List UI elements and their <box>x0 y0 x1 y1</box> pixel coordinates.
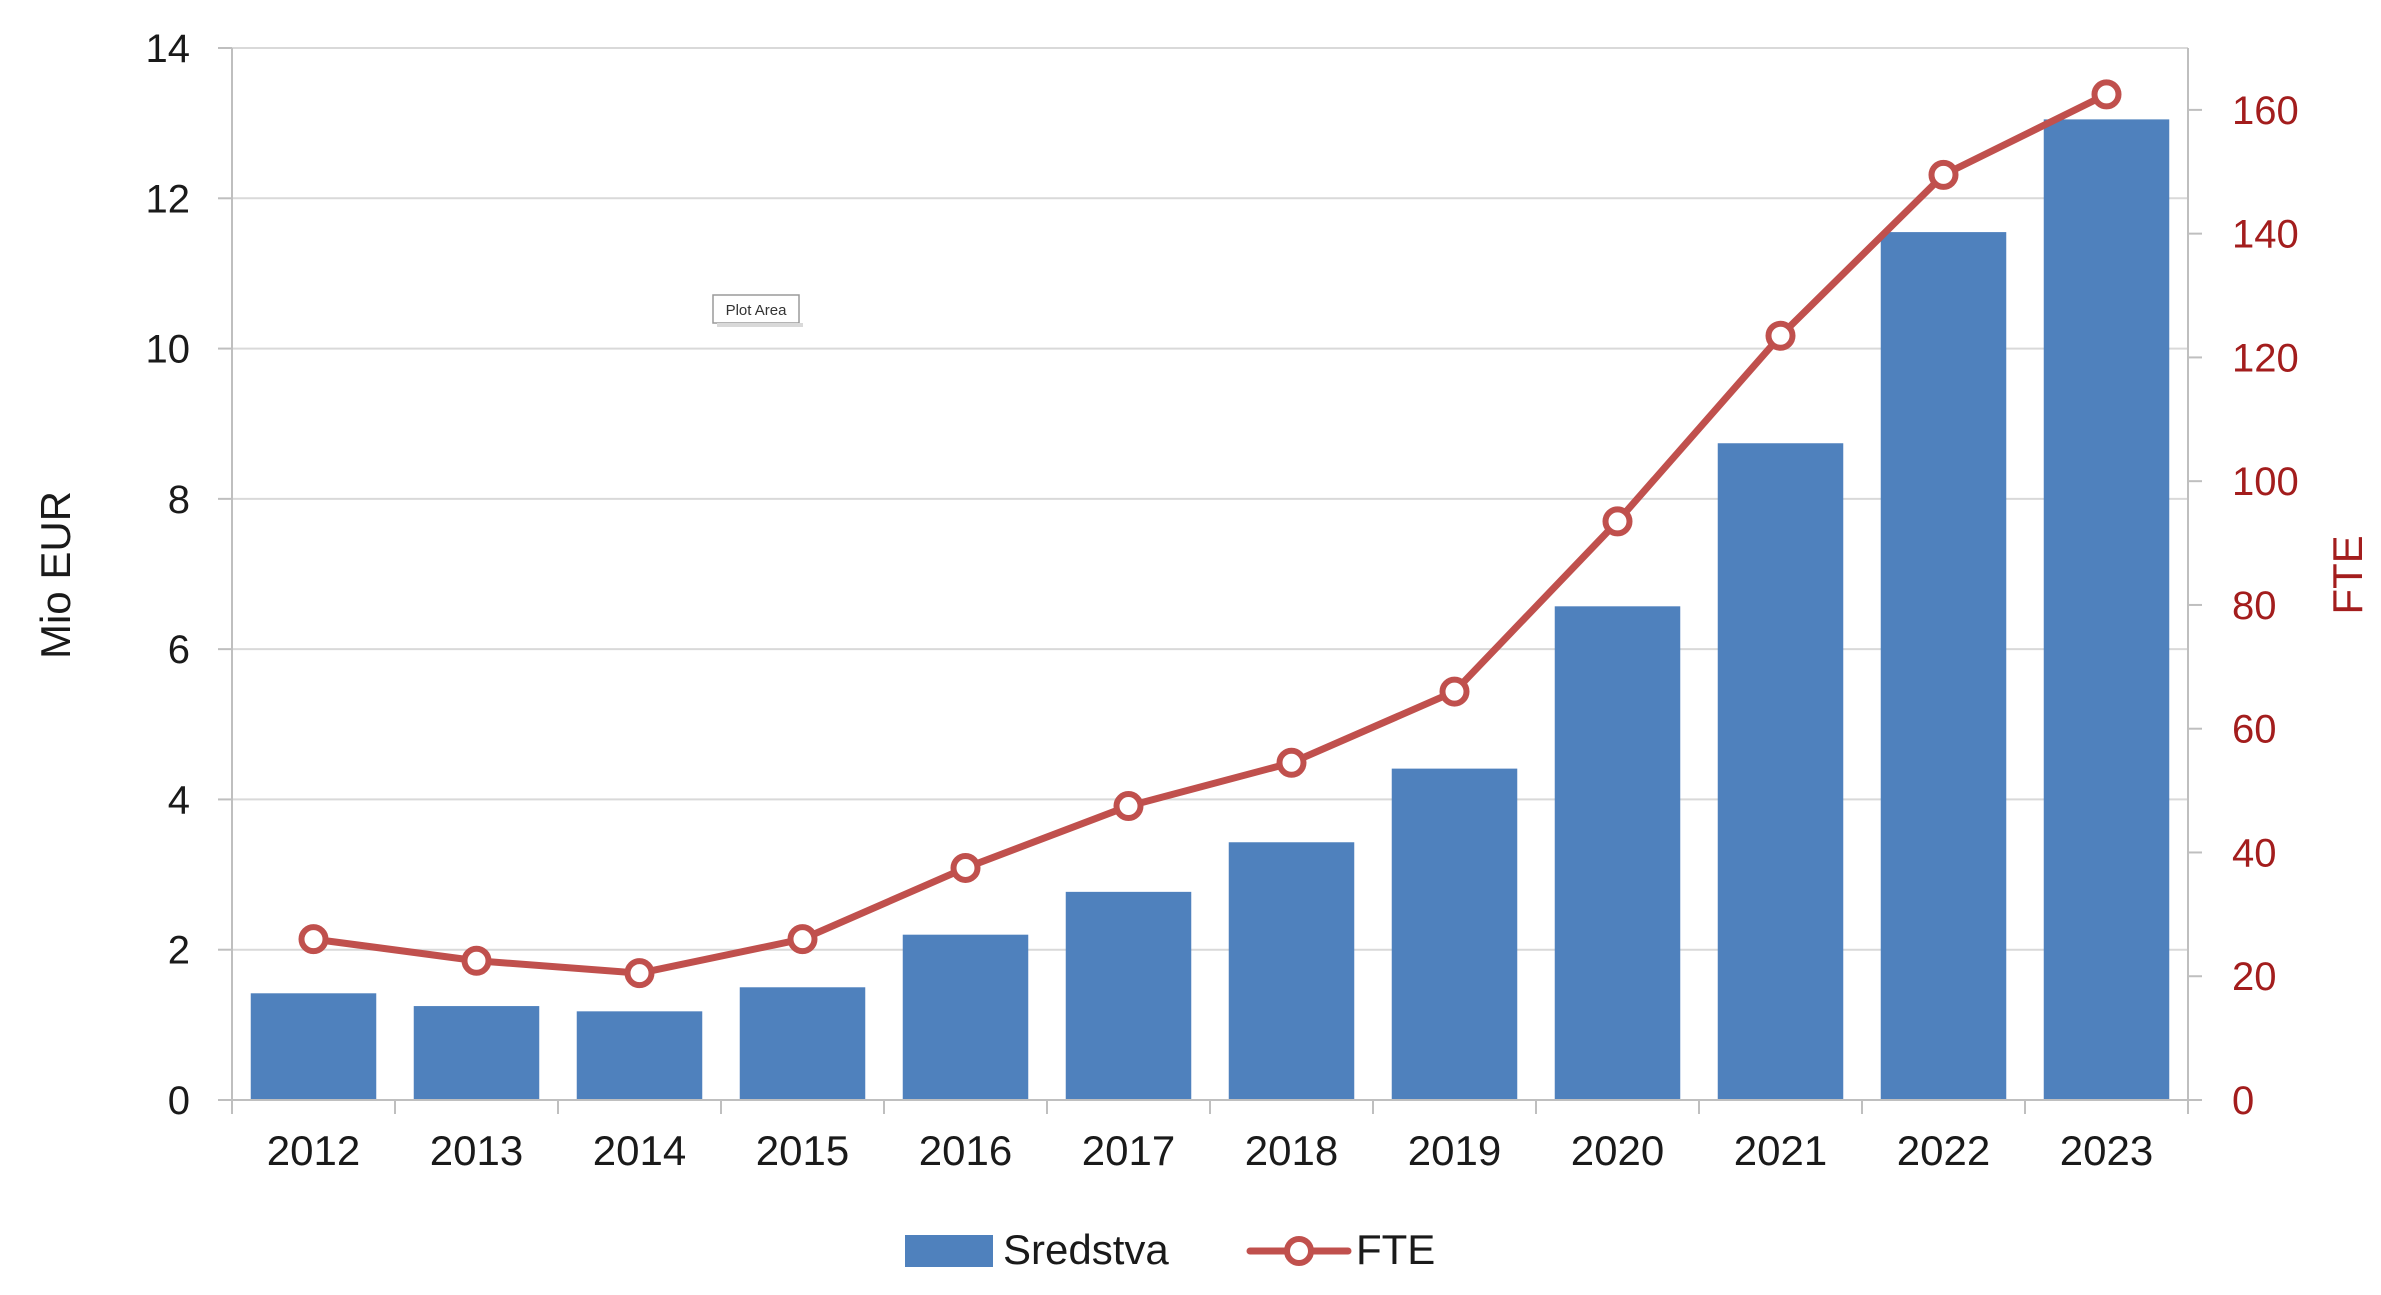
fte-point[interactable] <box>624 958 655 989</box>
y-tick-label: 10 <box>146 328 191 372</box>
y2-tick-label: 20 <box>2232 955 2277 999</box>
x-tick-label: 2018 <box>1245 1127 1338 1174</box>
bar-sredstva[interactable] <box>250 993 377 1100</box>
fte-point[interactable] <box>1439 676 1470 707</box>
x-tick-label: 2013 <box>430 1127 523 1174</box>
plot-area-tooltip: Plot Area <box>712 294 803 327</box>
x-axis-ticks: 2012 2013 2014 2015 2016 2017 2018 2019 2020 2021… <box>231 1100 2189 1174</box>
bar-sredstva[interactable] <box>739 987 866 1100</box>
right-axis-ticks: 0 20 40 60 80 100 120 140 160 <box>2188 89 2299 1123</box>
bar-sredstva[interactable] <box>1717 443 1844 1100</box>
y-tick-label: 6 <box>168 628 190 672</box>
y2-axis-title: FTE <box>2324 535 2371 614</box>
line-series-fte[interactable] <box>298 79 2122 989</box>
y-tick-label: 2 <box>168 929 190 973</box>
y2-tick-label: 120 <box>2232 336 2299 380</box>
bar-sredstva[interactable] <box>1065 891 1192 1100</box>
fte-point[interactable] <box>1276 747 1307 778</box>
y-tick-label: 4 <box>168 778 190 822</box>
y2-tick-label: 160 <box>2232 89 2299 133</box>
y2-tick-label: 0 <box>2232 1079 2254 1123</box>
bar-sredstva[interactable] <box>1554 606 1681 1100</box>
left-axis-ticks: 0 2 4 6 8 10 12 14 <box>146 27 232 1123</box>
bar-sredstva[interactable] <box>1880 232 2007 1101</box>
legend-swatch-sredstva[interactable] <box>905 1235 993 1267</box>
x-tick-label: 2016 <box>919 1127 1012 1174</box>
y-tick-label: 0 <box>168 1079 190 1123</box>
fte-point[interactable] <box>1765 320 1796 351</box>
y2-tick-label: 80 <box>2232 584 2277 628</box>
bar-sredstva[interactable] <box>2043 119 2170 1100</box>
legend-marker-fte <box>1284 1236 1314 1266</box>
bar-series-sredstva[interactable] <box>250 119 2170 1101</box>
bar-sredstva[interactable] <box>413 1006 540 1100</box>
fte-point[interactable] <box>787 924 818 955</box>
fte-point[interactable] <box>1602 506 1633 537</box>
fte-point[interactable] <box>2091 79 2122 110</box>
y2-tick-label: 60 <box>2232 708 2277 752</box>
bar-sredstva[interactable] <box>576 1011 703 1100</box>
fte-point[interactable] <box>461 945 492 976</box>
y2-tick-label: 100 <box>2232 460 2299 504</box>
plot-area-tooltip-text: Plot Area <box>726 302 788 319</box>
bar-sredstva[interactable] <box>902 934 1029 1100</box>
x-tick-label: 2021 <box>1734 1127 1827 1174</box>
fte-point[interactable] <box>298 924 329 955</box>
x-tick-label: 2017 <box>1082 1127 1175 1174</box>
y-tick-label: 14 <box>146 27 191 71</box>
fte-point[interactable] <box>950 852 981 883</box>
y2-tick-label: 40 <box>2232 831 2277 875</box>
fte-point[interactable] <box>1928 159 1959 190</box>
fte-line <box>310 90 2110 977</box>
legend: Sredstva FTE <box>905 1226 1435 1273</box>
x-tick-label: 2014 <box>593 1127 686 1174</box>
legend-label-fte: FTE <box>1356 1226 1435 1273</box>
bar-sredstva[interactable] <box>1228 842 1355 1100</box>
x-tick-label: 2019 <box>1408 1127 1501 1174</box>
x-tick-label: 2012 <box>267 1127 360 1174</box>
y-tick-label: 12 <box>146 177 191 221</box>
x-tick-label: 2015 <box>756 1127 849 1174</box>
bar-sredstva[interactable] <box>1391 768 1518 1100</box>
fte-point[interactable] <box>1113 791 1144 822</box>
y-tick-label: 8 <box>168 478 190 522</box>
legend-label-sredstva: Sredstva <box>1003 1226 1169 1273</box>
gridlines <box>232 47 2188 951</box>
x-tick-label: 2023 <box>2060 1127 2153 1174</box>
x-tick-label: 2022 <box>1897 1127 1990 1174</box>
y-axis-title: Mio EUR <box>32 491 79 659</box>
x-tick-label: 2020 <box>1571 1127 1664 1174</box>
y2-tick-label: 140 <box>2232 213 2299 257</box>
